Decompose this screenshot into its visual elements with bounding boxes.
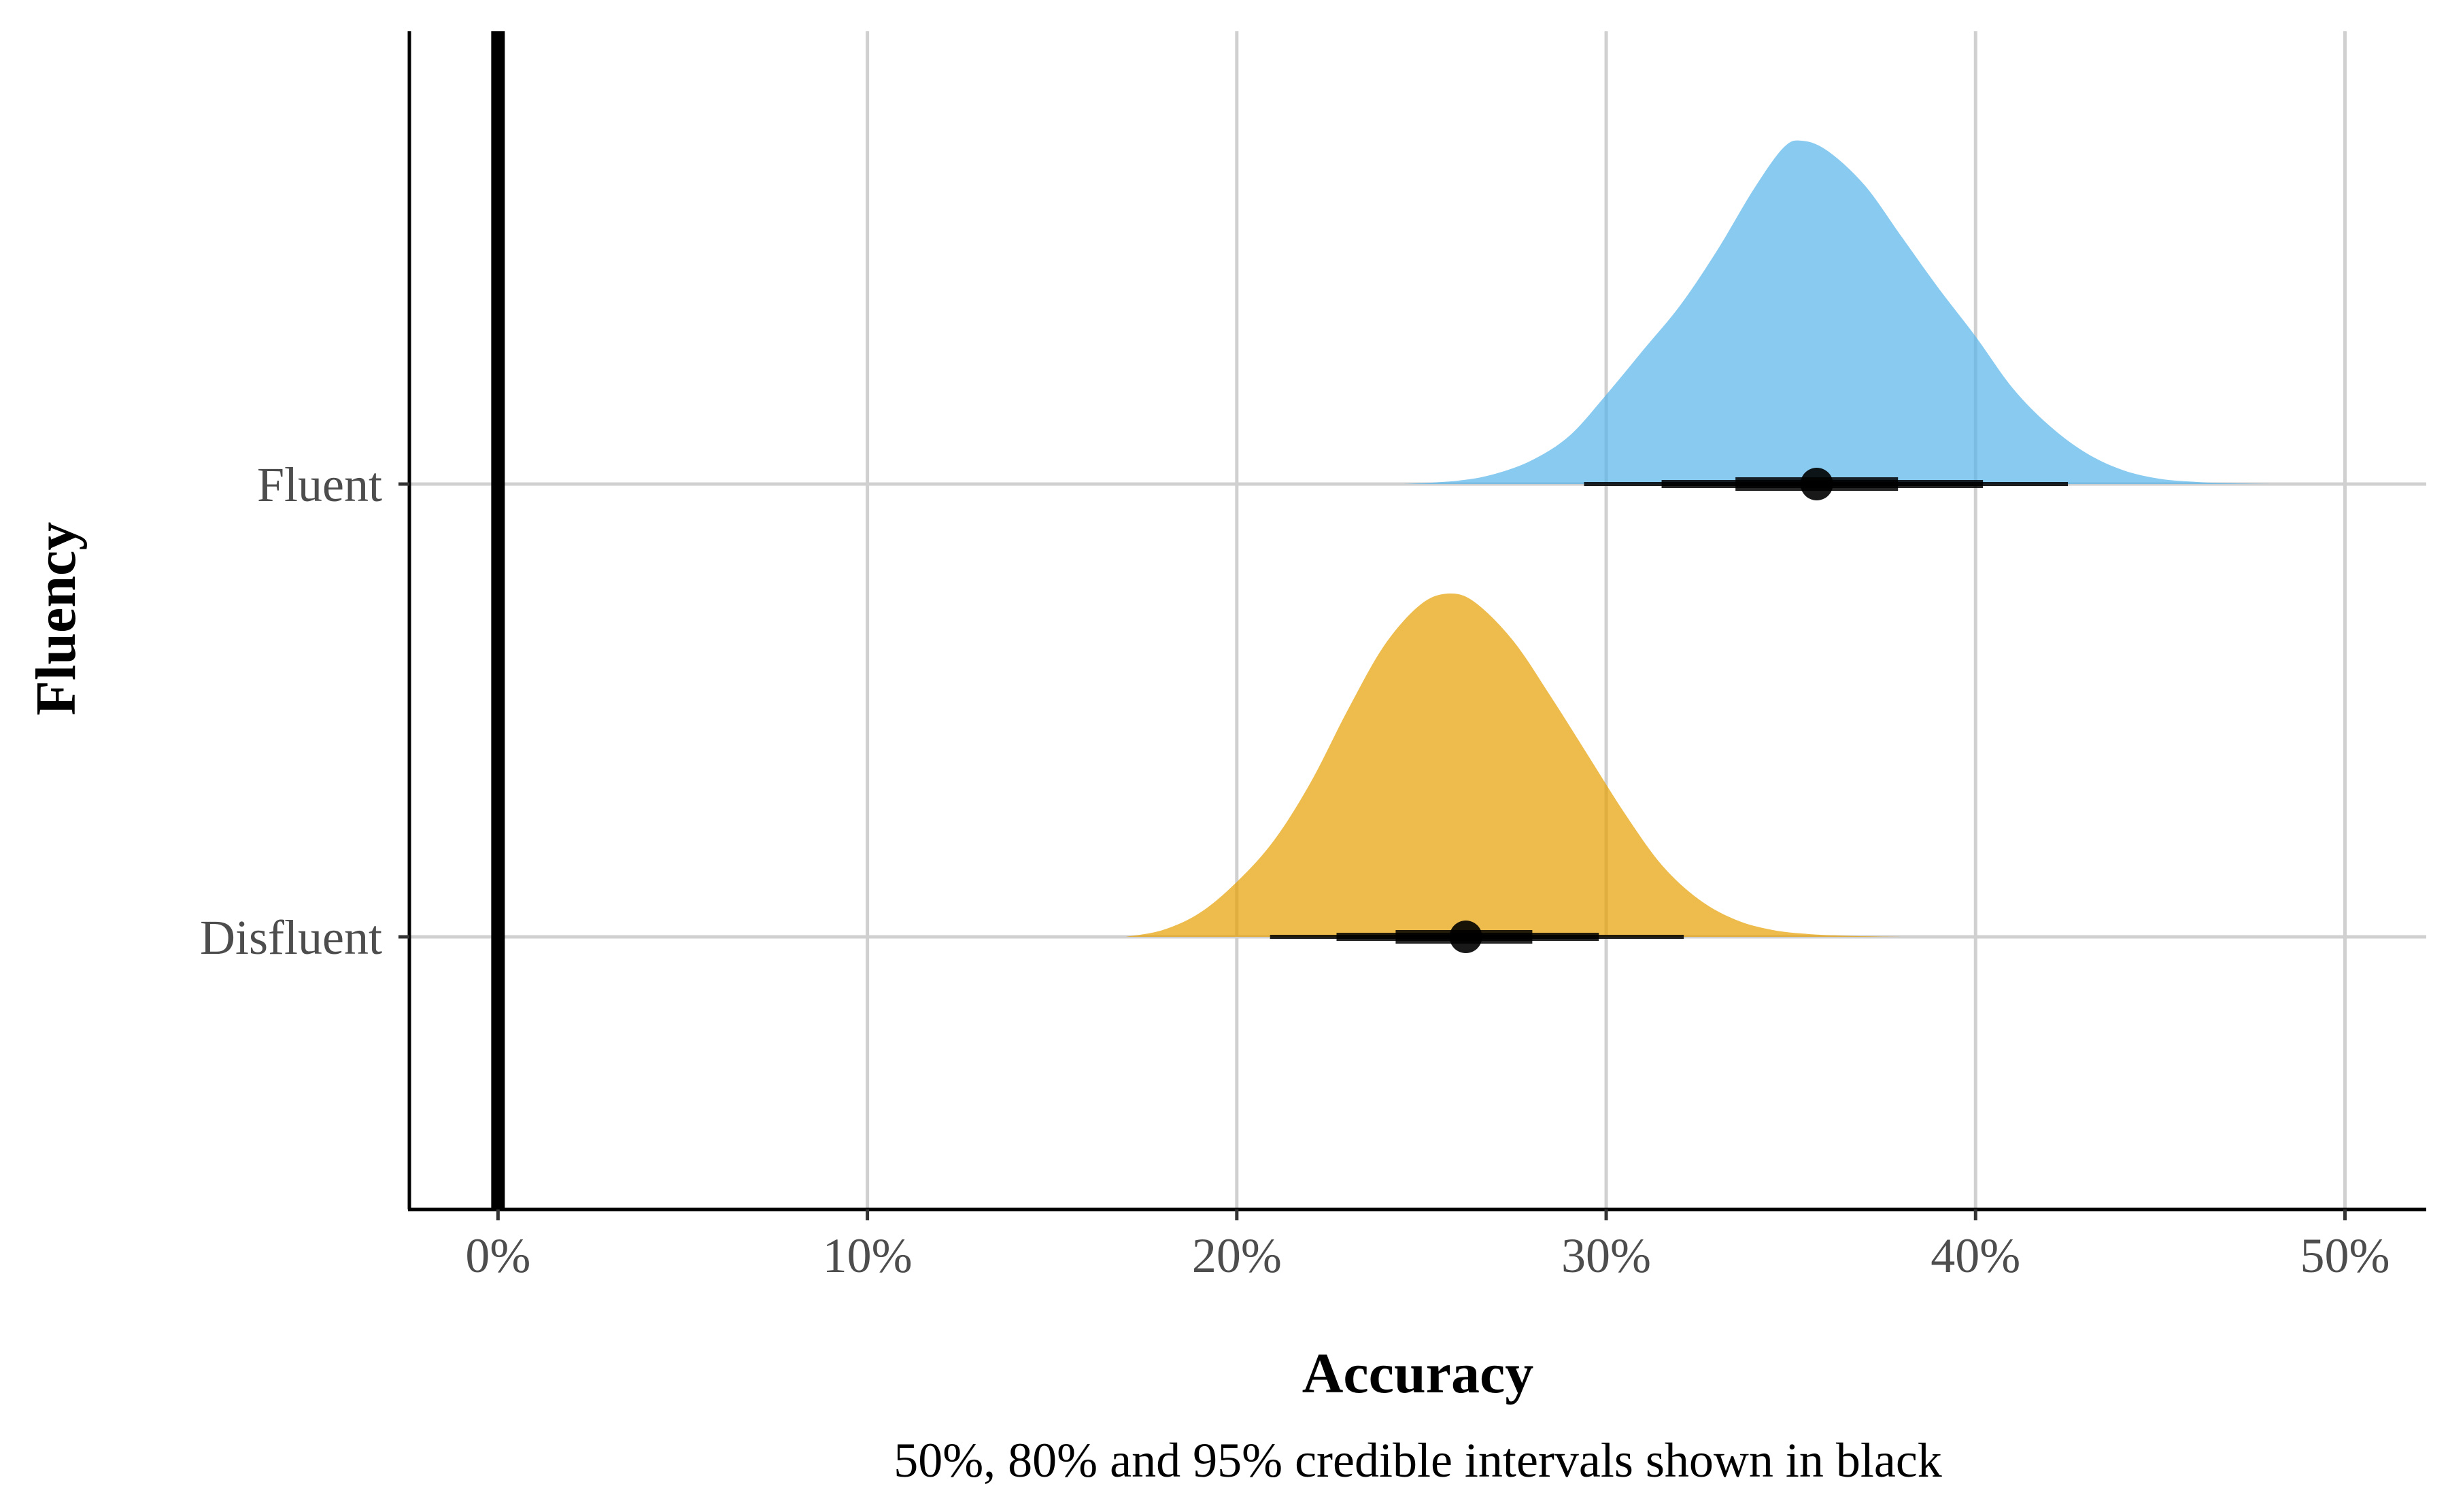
density-fluent bbox=[1403, 140, 2271, 484]
disfluent-median-point bbox=[1449, 921, 1482, 953]
density-disfluent bbox=[1125, 594, 1902, 937]
x-tick-label: 0% bbox=[465, 1228, 530, 1283]
interval-layer bbox=[1270, 468, 2069, 953]
x-axis-title: Accuracy bbox=[1302, 1342, 1534, 1405]
x-tick-label: 20% bbox=[1192, 1228, 1282, 1283]
y-axis-ticks: Fluent Disfluent bbox=[200, 458, 409, 965]
x-tick-label: 30% bbox=[1561, 1228, 1651, 1283]
x-tick-label: 10% bbox=[823, 1228, 913, 1283]
x-tick-label: 40% bbox=[1931, 1228, 2020, 1283]
x-tick-label: 50% bbox=[2300, 1228, 2390, 1283]
y-axis-title: Fluency bbox=[24, 522, 88, 716]
x-axis-ticks: 0% 10% 20% 30% 40% 50% bbox=[465, 1209, 2390, 1283]
chart-caption: 50%, 80% and 95% credible intervals show… bbox=[894, 1433, 1942, 1488]
density-layer bbox=[1125, 140, 2271, 937]
y-tick-label: Disfluent bbox=[200, 910, 382, 965]
y-tick-label: Fluent bbox=[257, 458, 382, 512]
fluent-median-point bbox=[1800, 468, 1833, 500]
